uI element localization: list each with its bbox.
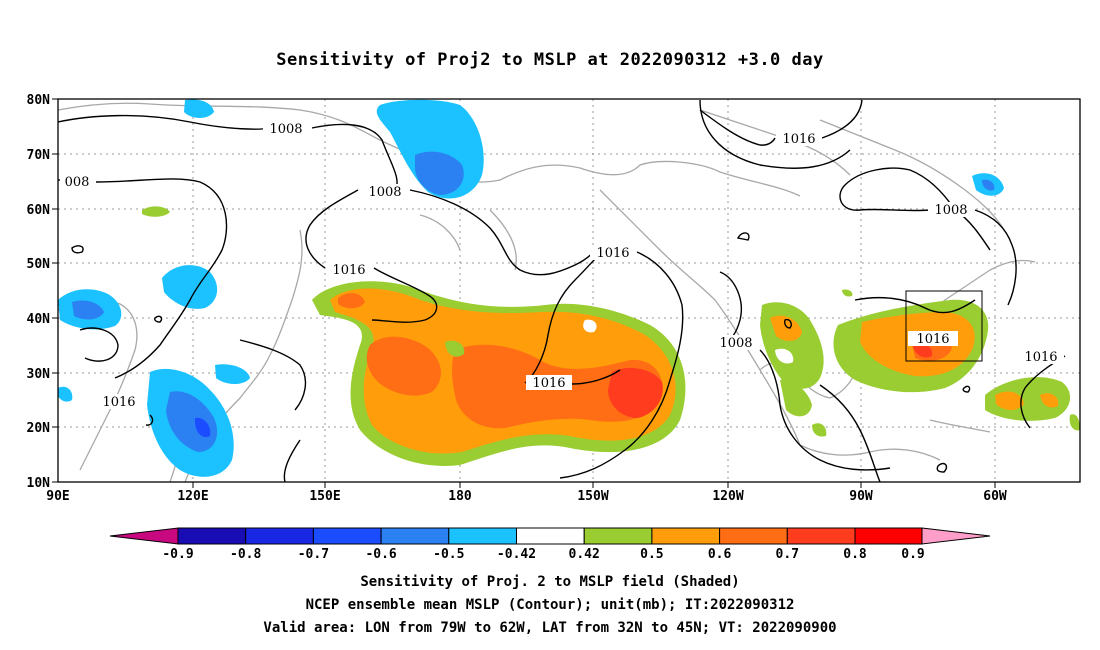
lon-tick-label: 180 <box>448 489 472 504</box>
colorbar-label: -0.42 <box>497 547 536 562</box>
lat-tick-label: 30N <box>27 367 51 382</box>
colorbar-label: -0.8 <box>230 547 261 562</box>
contour-label: 1016 <box>782 132 815 147</box>
negative-shading <box>58 99 1004 477</box>
lat-labels: 80N 70N 60N 50N 40N 30N 20N 10N <box>27 93 51 491</box>
lon-tick-label: 120W <box>712 489 743 504</box>
lat-tick-label: 80N <box>27 93 51 108</box>
colorbar-label: -0.5 <box>433 547 464 562</box>
contour-label: 1008 <box>269 122 302 137</box>
contour-labels: 1008 1008 008 1008 1016 1016 1016 1016 1… <box>60 121 1064 410</box>
valid-area-box <box>905 290 983 362</box>
colorbar-label: 0.42 <box>569 547 600 562</box>
colorbar-low-triangle <box>109 527 179 545</box>
mslp-contours <box>58 99 1066 482</box>
contour-label: 1016 <box>102 395 135 410</box>
contour-label: 1016 <box>916 332 949 347</box>
contour-label: 008 <box>65 175 90 190</box>
lat-tick-label: 40N <box>27 312 51 327</box>
lat-tick-label: 10N <box>27 476 51 491</box>
colorbar-label: 0.9 <box>901 547 924 562</box>
colorbar-label: -0.7 <box>298 547 329 562</box>
contour-label: 1016 <box>332 263 365 278</box>
lat-tick-label: 60N <box>27 203 51 218</box>
lon-axis <box>192 482 996 488</box>
caption-line-2: NCEP ensemble mean MSLP (Contour); unit(… <box>305 597 795 613</box>
positive-shading <box>142 206 1080 466</box>
colorbar-label: 0.5 <box>640 547 663 562</box>
contour-label: 1016 <box>1024 350 1057 365</box>
lon-tick-label: 60W <box>983 489 1007 504</box>
lon-tick-label: 120E <box>177 489 208 504</box>
colorbar <box>109 527 991 545</box>
lat-tick-label: 70N <box>27 148 51 163</box>
lon-tick-label: 90W <box>849 489 873 504</box>
contour-label: 1008 <box>368 185 401 200</box>
contour-label: 1016 <box>596 246 629 261</box>
lon-tick-label: 150E <box>309 489 340 504</box>
caption-line-3: Valid area: LON from 79W to 62W, LAT fro… <box>263 620 837 636</box>
lat-tick-label: 50N <box>27 257 51 272</box>
lat-tick-label: 20N <box>27 421 51 436</box>
map-plot-area: 1008 1008 008 1008 1016 1016 1016 1016 1… <box>58 99 1080 482</box>
contour-label: 1016 <box>532 376 565 391</box>
plot-frame <box>57 98 1081 483</box>
lon-tick-label: 90E <box>46 489 69 504</box>
contour-label: 1008 <box>719 336 752 351</box>
colorbar-label: -0.6 <box>365 547 396 562</box>
colorbar-label: 0.6 <box>708 547 732 562</box>
colorbar-labels: -0.9 -0.8 -0.7 -0.6 -0.5 -0.42 0.42 0.5 … <box>162 547 924 562</box>
caption-line-1: Sensitivity of Proj. 2 to MSLP field (Sh… <box>360 574 740 590</box>
contour-label: 1008 <box>934 203 967 218</box>
colorbar-high-triangle <box>921 527 991 545</box>
chart-title: Sensitivity of Proj2 to MSLP at 20220903… <box>276 50 824 70</box>
colorbar-label: 0.7 <box>776 547 799 562</box>
lat-axis <box>52 98 58 483</box>
lon-tick-label: 150W <box>577 489 608 504</box>
colorbar-label: 0.8 <box>843 547 867 562</box>
colorbar-label: -0.9 <box>162 547 193 562</box>
lon-labels: 90E 120E 150E 180 150W 120W 90W 60W <box>46 489 1007 504</box>
